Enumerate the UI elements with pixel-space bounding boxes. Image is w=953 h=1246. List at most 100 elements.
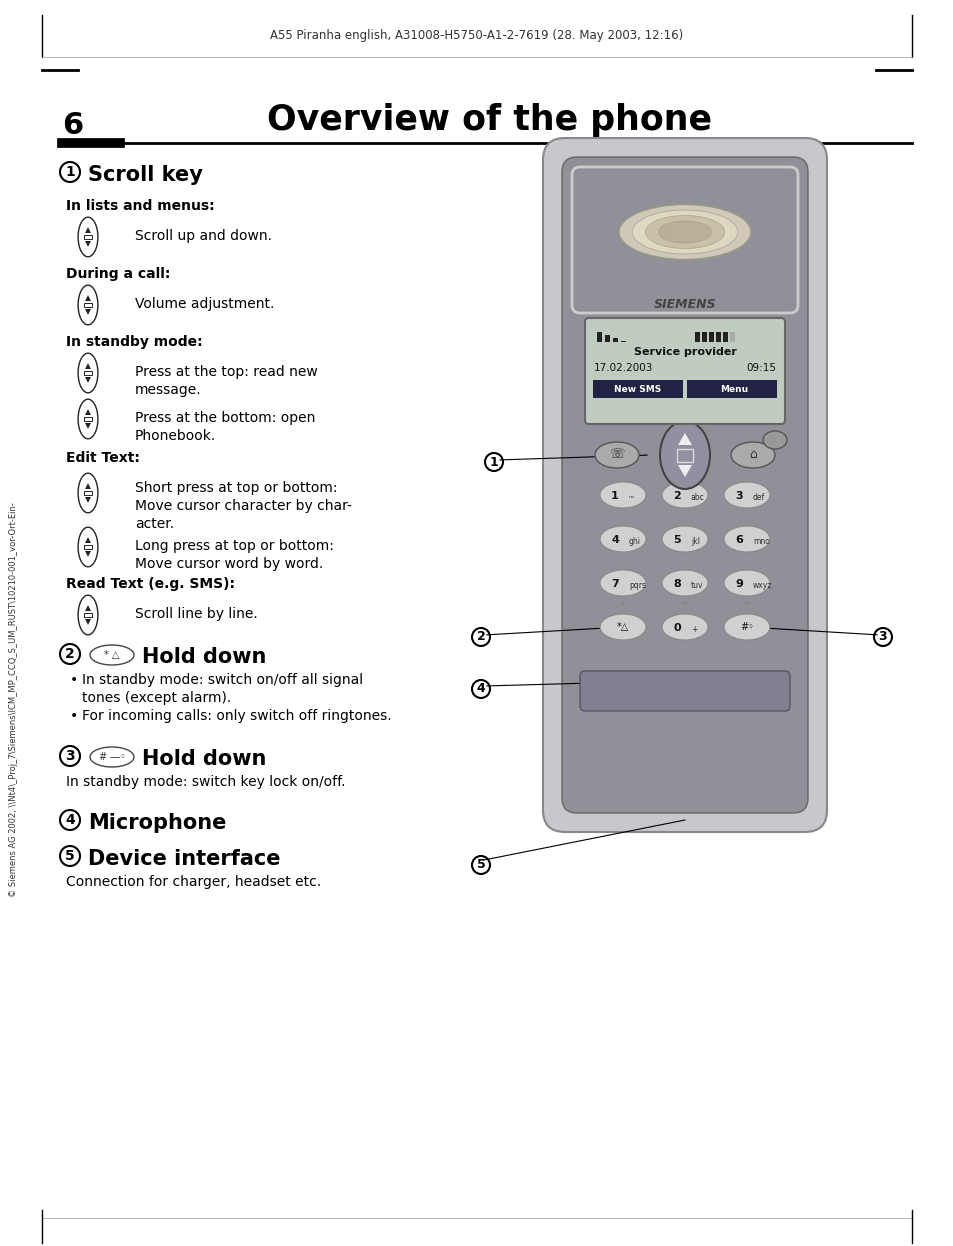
- Text: 4: 4: [476, 683, 485, 695]
- Text: 3: 3: [878, 630, 886, 643]
- Text: Long press at top or bottom:
Move cursor word by word.: Long press at top or bottom: Move cursor…: [135, 540, 334, 571]
- Text: 6: 6: [62, 111, 83, 140]
- Text: Press at the bottom: open
Phonebook.: Press at the bottom: open Phonebook.: [135, 411, 315, 442]
- Bar: [84, 545, 91, 549]
- Bar: [84, 416, 91, 421]
- Text: During a call:: During a call:: [66, 267, 171, 282]
- Text: 2: 2: [673, 491, 680, 501]
- Text: pqrs: pqrs: [628, 582, 645, 591]
- Text: Overview of the phone: Overview of the phone: [267, 103, 712, 137]
- Text: Device interface: Device interface: [88, 849, 280, 868]
- Ellipse shape: [599, 526, 645, 552]
- Text: SIEMENS: SIEMENS: [653, 299, 716, 312]
- Text: Edit Text:: Edit Text:: [66, 451, 140, 465]
- Text: def: def: [752, 493, 764, 502]
- Text: Short press at top or bottom:
Move cursor character by char-
acter.: Short press at top or bottom: Move curso…: [135, 481, 352, 531]
- Bar: [722, 331, 727, 341]
- Text: 4: 4: [65, 812, 74, 827]
- Polygon shape: [85, 619, 91, 625]
- Text: In standby mode:: In standby mode:: [66, 335, 202, 349]
- Text: Microphone: Microphone: [88, 812, 226, 834]
- Bar: [84, 370, 91, 375]
- Polygon shape: [85, 483, 91, 488]
- Polygon shape: [597, 331, 601, 341]
- Text: ☏: ☏: [609, 449, 624, 461]
- Text: 9: 9: [735, 579, 742, 589]
- Text: +: +: [690, 625, 697, 634]
- Text: 1: 1: [489, 456, 497, 468]
- Text: 5: 5: [65, 849, 74, 863]
- Text: •: •: [70, 673, 78, 687]
- Ellipse shape: [730, 442, 774, 468]
- Polygon shape: [678, 434, 691, 445]
- Bar: [686, 380, 776, 397]
- Text: Volume adjustment.: Volume adjustment.: [135, 297, 274, 312]
- Ellipse shape: [723, 482, 769, 508]
- Ellipse shape: [658, 221, 711, 243]
- Text: jkl: jkl: [690, 537, 700, 547]
- Ellipse shape: [599, 482, 645, 508]
- Polygon shape: [604, 335, 609, 341]
- Text: #◦: #◦: [740, 622, 753, 632]
- Bar: [716, 331, 720, 341]
- Ellipse shape: [618, 204, 750, 259]
- Text: Scroll line by line.: Scroll line by line.: [135, 607, 257, 621]
- Text: •: •: [70, 709, 78, 723]
- Text: For incoming calls: only switch off ringtones.: For incoming calls: only switch off ring…: [82, 709, 392, 723]
- Text: In standby mode: switch on/off all signal
tones (except alarm).: In standby mode: switch on/off all signa…: [82, 673, 363, 705]
- Ellipse shape: [661, 614, 707, 640]
- Polygon shape: [85, 409, 91, 415]
- Text: In standby mode: switch key lock on/off.: In standby mode: switch key lock on/off.: [66, 775, 345, 789]
- Text: 09:15: 09:15: [745, 363, 775, 373]
- FancyBboxPatch shape: [542, 138, 826, 832]
- Text: Hold down: Hold down: [142, 647, 266, 667]
- Text: 4: 4: [611, 535, 618, 545]
- Text: A55 Piranha english, A31008-H5750-A1-2-7619 (28. May 2003, 12:16): A55 Piranha english, A31008-H5750-A1-2-7…: [270, 29, 683, 41]
- Ellipse shape: [723, 526, 769, 552]
- Polygon shape: [85, 309, 91, 315]
- Text: 3: 3: [735, 491, 742, 501]
- Ellipse shape: [661, 482, 707, 508]
- Ellipse shape: [723, 614, 769, 640]
- Text: 5: 5: [476, 858, 485, 871]
- Bar: [84, 234, 91, 239]
- Text: 17.02.2003: 17.02.2003: [594, 363, 653, 373]
- Bar: [708, 331, 713, 341]
- Polygon shape: [85, 606, 91, 611]
- Text: * △: * △: [104, 650, 119, 660]
- Text: 0: 0: [673, 623, 680, 633]
- Text: Connection for charger, headset etc.: Connection for charger, headset etc.: [66, 875, 321, 888]
- Ellipse shape: [599, 569, 645, 596]
- Text: # ―◦: # ―◦: [98, 753, 125, 763]
- Text: 6: 6: [735, 535, 742, 545]
- Bar: [701, 331, 706, 341]
- Polygon shape: [85, 227, 91, 233]
- Ellipse shape: [723, 569, 769, 596]
- Text: ⌂: ⌂: [748, 449, 756, 461]
- Text: 1: 1: [611, 491, 618, 501]
- Polygon shape: [85, 295, 91, 302]
- Text: Menu: Menu: [720, 385, 747, 394]
- Text: 3: 3: [65, 749, 74, 763]
- Ellipse shape: [595, 442, 639, 468]
- FancyBboxPatch shape: [579, 672, 789, 711]
- Ellipse shape: [659, 421, 709, 488]
- Text: 2: 2: [476, 630, 485, 643]
- Polygon shape: [85, 240, 91, 247]
- Bar: [729, 331, 734, 341]
- Circle shape: [682, 601, 686, 606]
- Text: 7: 7: [611, 579, 618, 589]
- Text: 5: 5: [673, 535, 680, 545]
- Polygon shape: [613, 338, 618, 341]
- Ellipse shape: [661, 569, 707, 596]
- Text: In lists and menus:: In lists and menus:: [66, 199, 214, 213]
- Polygon shape: [85, 551, 91, 557]
- Text: 8: 8: [673, 579, 680, 589]
- Text: Hold down: Hold down: [142, 749, 266, 769]
- Text: 2: 2: [65, 647, 74, 660]
- Circle shape: [744, 601, 748, 606]
- Text: tuv: tuv: [690, 582, 702, 591]
- Polygon shape: [85, 363, 91, 369]
- Ellipse shape: [762, 431, 786, 449]
- Text: 1: 1: [65, 164, 74, 179]
